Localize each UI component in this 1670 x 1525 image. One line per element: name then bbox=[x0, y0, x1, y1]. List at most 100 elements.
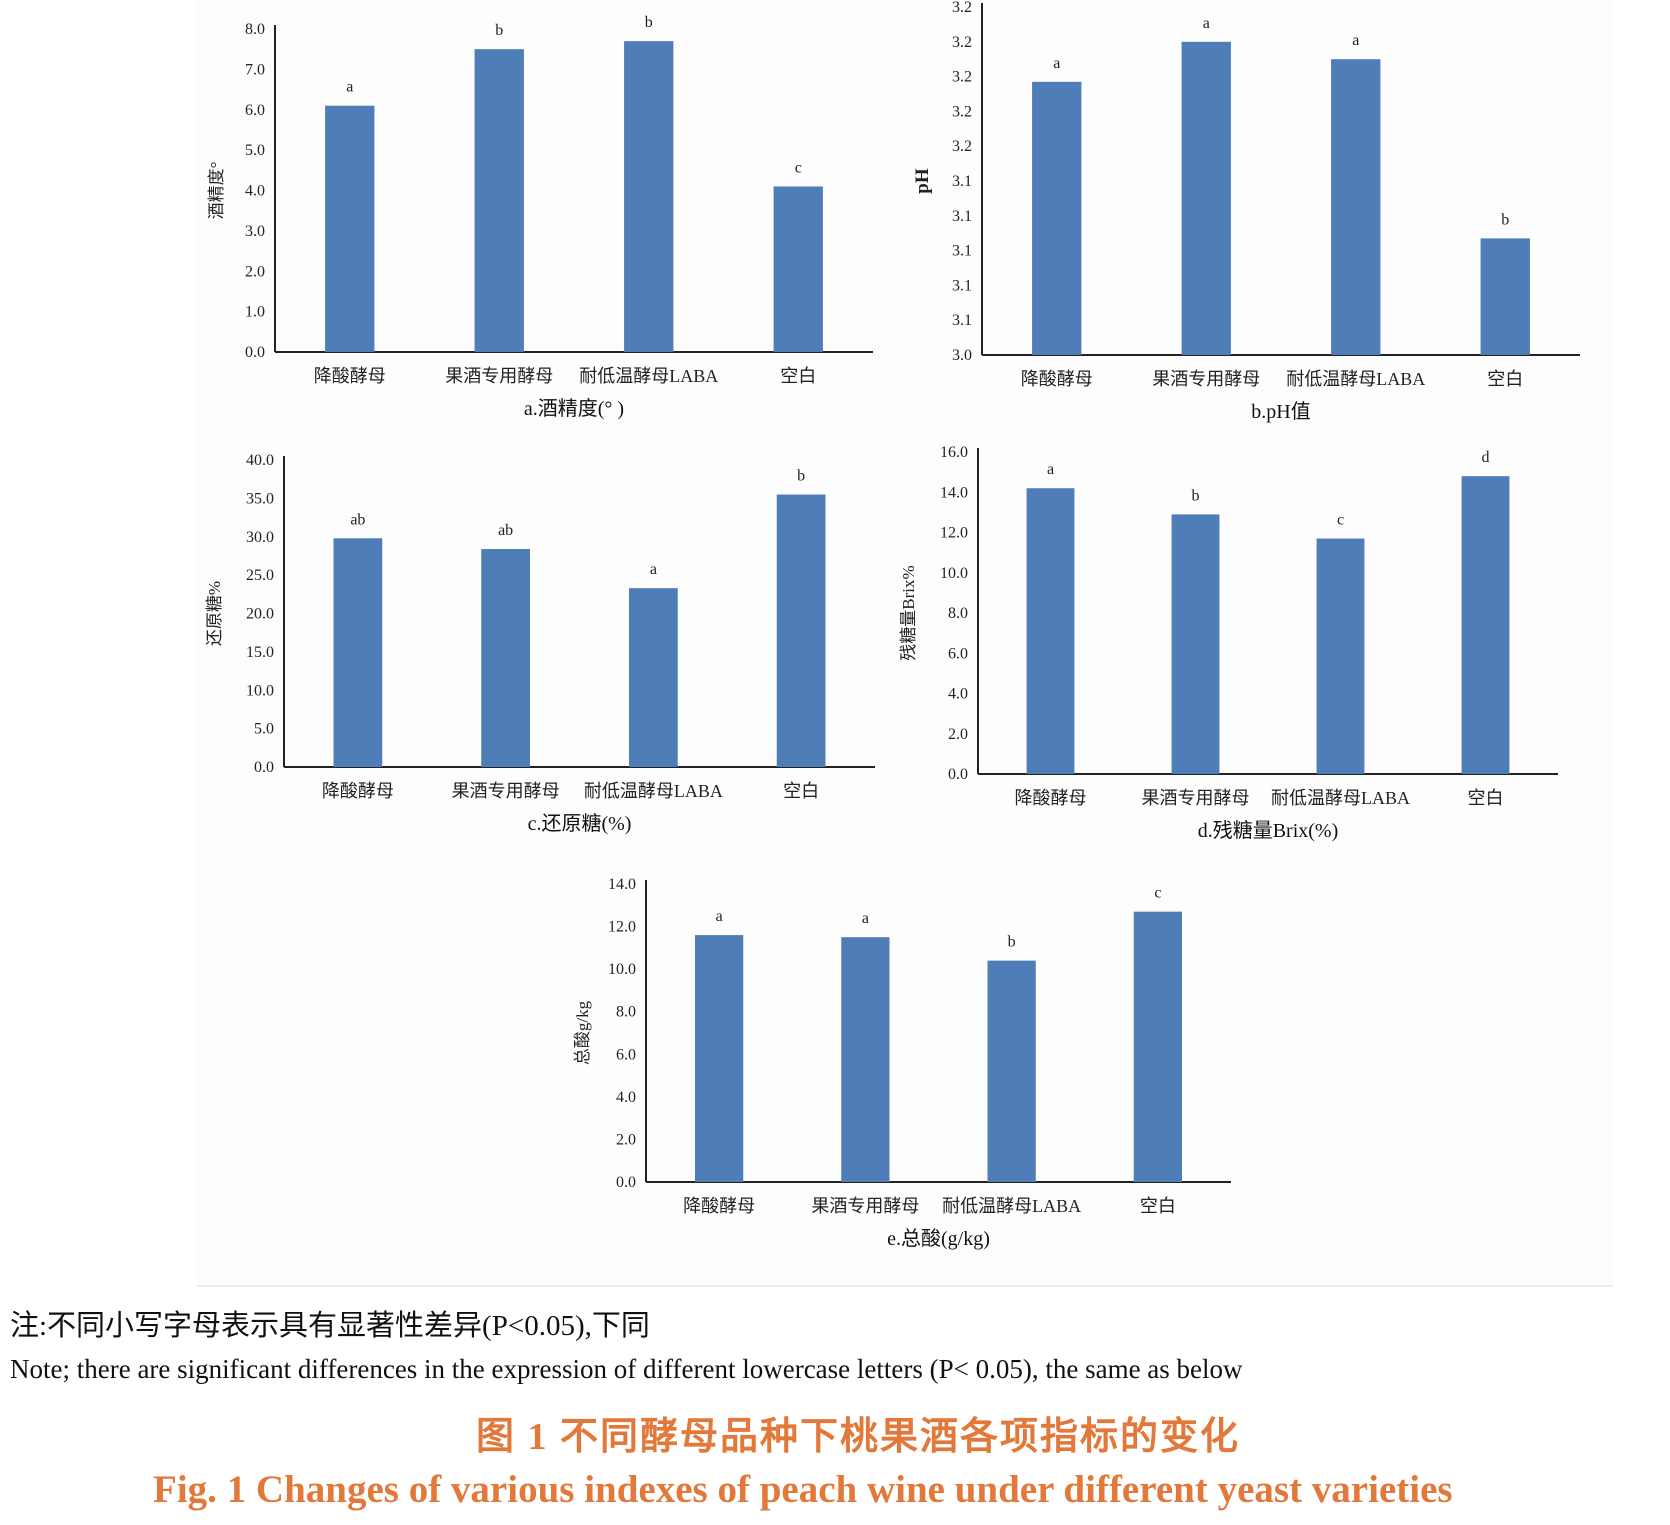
y-tick-label: 16.0 bbox=[940, 444, 968, 461]
y-tick-label: 2.0 bbox=[245, 263, 265, 280]
bar-e-0 bbox=[694, 935, 744, 1182]
y-tick-label: 0.0 bbox=[616, 1174, 636, 1191]
y-tick-label: 8.0 bbox=[616, 1004, 636, 1021]
y-tick-label: 3.1 bbox=[952, 277, 972, 294]
x-tick-label: 耐低温酵母LABA bbox=[584, 781, 723, 801]
y-tick-label: 10.0 bbox=[608, 961, 636, 978]
y-tick-label: 3.1 bbox=[952, 208, 972, 225]
significance-letter: a bbox=[716, 908, 723, 925]
y-tick-label: 14.0 bbox=[608, 876, 636, 893]
bar-c-0 bbox=[333, 538, 383, 767]
significance-letter: a bbox=[1352, 32, 1359, 49]
y-axis-label: 总酸g/kg bbox=[573, 1000, 592, 1065]
bar-c-1 bbox=[481, 549, 531, 767]
y-tick-label: 8.0 bbox=[948, 605, 968, 622]
y-tick-label: 25.0 bbox=[246, 567, 274, 584]
significance-letter: a bbox=[862, 910, 869, 927]
x-tick-label: 耐低温酵母LABA bbox=[1271, 788, 1410, 808]
y-tick-label: 5.0 bbox=[254, 721, 274, 738]
y-tick-label: 20.0 bbox=[246, 606, 274, 623]
y-tick-label: 12.0 bbox=[608, 919, 636, 936]
note-english: Note; there are significant differences … bbox=[10, 1354, 1243, 1384]
y-tick-label: 4.0 bbox=[245, 183, 265, 200]
x-tick-label: 空白 bbox=[1140, 1196, 1176, 1216]
x-tick-label: 果酒专用酵母 bbox=[811, 1196, 919, 1216]
y-tick-label: 5.0 bbox=[245, 142, 265, 159]
x-tick-label: 耐低温酵母LABA bbox=[1286, 369, 1425, 389]
bar-b-2 bbox=[1331, 59, 1381, 355]
x-tick-label: 耐低温酵母LABA bbox=[942, 1196, 1081, 1216]
figure-caption-chinese: 图 1 不同酵母品种下桃果酒各项指标的变化 bbox=[476, 1416, 1241, 1458]
y-tick-label: 35.0 bbox=[246, 490, 274, 507]
x-tick-label: 果酒专用酵母 bbox=[445, 366, 553, 386]
note-chinese: 注:不同小写字母表示具有显著性差异(P<0.05),下同 bbox=[10, 1310, 650, 1342]
y-tick-label: 10.0 bbox=[940, 565, 968, 582]
bar-d-3 bbox=[1461, 476, 1510, 774]
bar-b-3 bbox=[1480, 238, 1530, 355]
y-tick-label: 7.0 bbox=[245, 61, 265, 78]
x-tick-label: 降酸酵母 bbox=[1021, 369, 1093, 389]
y-axis-label: 酒精度° bbox=[207, 162, 226, 220]
bar-b-0 bbox=[1032, 81, 1082, 355]
bar-e-2 bbox=[987, 960, 1036, 1182]
bar-e-3 bbox=[1133, 911, 1183, 1182]
y-tick-label: 3.1 bbox=[952, 173, 972, 190]
significance-letter: a bbox=[1053, 55, 1060, 72]
y-tick-label: 3.0 bbox=[952, 347, 972, 364]
x-tick-label: 空白 bbox=[1468, 788, 1504, 808]
y-tick-label: 0.0 bbox=[948, 766, 968, 783]
y-tick-label: 3.1 bbox=[952, 312, 972, 329]
y-tick-label: 3.2 bbox=[952, 34, 972, 51]
y-tick-label: 30.0 bbox=[246, 529, 274, 546]
significance-letter: b bbox=[645, 14, 653, 31]
significance-letter: b bbox=[1008, 934, 1016, 951]
y-tick-label: 4.0 bbox=[616, 1089, 636, 1106]
significance-letter: a bbox=[1203, 15, 1210, 32]
chart-title-a: a.酒精度(° ) bbox=[524, 397, 624, 420]
y-axis-label: pH bbox=[912, 168, 933, 194]
significance-letter: d bbox=[1482, 449, 1490, 466]
significance-letter: a bbox=[650, 561, 657, 578]
significance-letter: b bbox=[495, 22, 503, 39]
x-tick-label: 降酸酵母 bbox=[314, 366, 386, 386]
y-tick-label: 2.0 bbox=[948, 726, 968, 743]
bar-c-3 bbox=[776, 494, 826, 767]
y-tick-label: 3.2 bbox=[952, 103, 972, 120]
y-tick-label: 14.0 bbox=[940, 484, 968, 501]
x-tick-label: 果酒专用酵母 bbox=[1142, 788, 1250, 808]
bar-a-1 bbox=[474, 49, 524, 352]
bar-c-2 bbox=[628, 588, 678, 767]
x-tick-label: 降酸酵母 bbox=[322, 781, 394, 801]
chart-title-c: c.还原糖(%) bbox=[528, 812, 632, 835]
y-tick-label: 3.1 bbox=[952, 243, 972, 260]
y-axis-label: 还原糖% bbox=[205, 581, 224, 646]
chart-title-e: e.总酸(g/kg) bbox=[887, 1227, 990, 1250]
y-tick-label: 4.0 bbox=[948, 686, 968, 703]
chart-title-b: b.pH值 bbox=[1251, 400, 1310, 423]
y-tick-label: 3.2 bbox=[952, 0, 972, 16]
bar-e-1 bbox=[841, 937, 890, 1182]
significance-letter: b bbox=[1192, 487, 1200, 504]
x-tick-label: 耐低温酵母LABA bbox=[579, 366, 718, 386]
significance-letter: a bbox=[1047, 461, 1054, 478]
significance-letter: ab bbox=[498, 522, 513, 539]
bar-a-3 bbox=[773, 186, 823, 352]
significance-letter: ab bbox=[350, 511, 365, 528]
x-tick-label: 果酒专用酵母 bbox=[1152, 369, 1260, 389]
y-tick-label: 15.0 bbox=[246, 644, 274, 661]
significance-letter: b bbox=[1501, 211, 1509, 228]
y-tick-label: 6.0 bbox=[245, 102, 265, 119]
y-axis-label: 残糖量Brix% bbox=[899, 565, 918, 660]
y-tick-label: 8.0 bbox=[245, 21, 265, 38]
x-tick-label: 空白 bbox=[780, 366, 816, 386]
y-tick-label: 1.0 bbox=[245, 304, 265, 321]
y-tick-label: 0.0 bbox=[245, 344, 265, 361]
bar-a-0 bbox=[325, 105, 375, 353]
y-tick-label: 2.0 bbox=[616, 1131, 636, 1148]
y-tick-label: 3.0 bbox=[245, 223, 265, 240]
y-tick-label: 6.0 bbox=[616, 1046, 636, 1063]
y-tick-label: 3.2 bbox=[952, 69, 972, 86]
y-tick-label: 3.2 bbox=[952, 138, 972, 155]
significance-letter: c bbox=[1337, 512, 1344, 529]
